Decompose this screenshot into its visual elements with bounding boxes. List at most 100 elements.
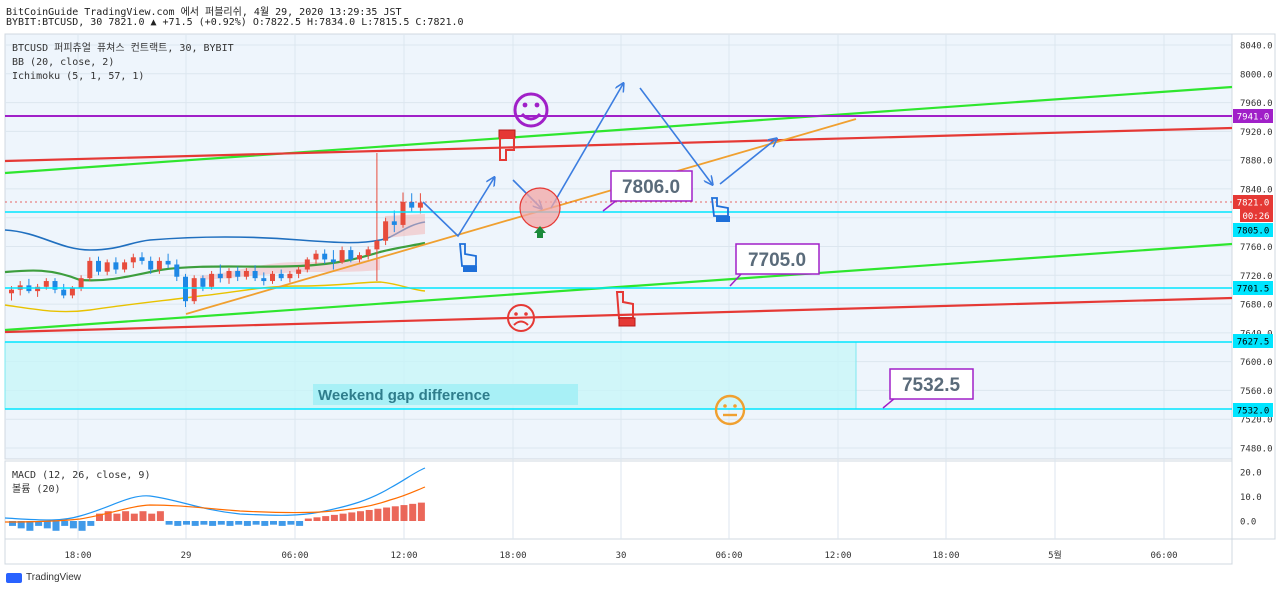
macd-bar: [156, 511, 164, 521]
callout-7532-text: 7532.5: [902, 375, 961, 396]
macd-bar: [122, 511, 130, 521]
candle-body: [365, 249, 371, 256]
macd-bar: [270, 521, 277, 525]
sad-face-icon: [507, 304, 535, 332]
projection-arrow-3: [550, 84, 623, 209]
price-tick-label: 7520.0: [1240, 416, 1273, 426]
macd-line: [4, 467, 426, 521]
time-tick-label: 5월: [1048, 549, 1062, 561]
macd-bar: [330, 514, 338, 521]
macd-bar: [35, 521, 43, 526]
candle-body: [113, 262, 119, 270]
candle-body: [156, 260, 162, 270]
macd-bar: [191, 521, 199, 526]
candle-body: [304, 259, 310, 270]
neutral-face-icon: [714, 394, 746, 426]
candle-body: [383, 221, 389, 241]
weekend-gap-label: Weekend gap difference: [318, 387, 490, 404]
price-tick-label: 7720.0: [1240, 272, 1273, 282]
macd-bar: [226, 521, 234, 526]
blue-hand-pointing-up-icon-1: [459, 243, 477, 272]
callout-7806[interactable]: 7806.0: [602, 170, 693, 212]
badge-7627-text: 7627.5: [1237, 338, 1270, 348]
macd-bar: [374, 508, 382, 521]
badge-7805-text: 7805.0: [1237, 227, 1270, 237]
projection-arrow-path-1: [422, 178, 494, 238]
weekend-gap-label-bg: [313, 384, 578, 405]
chart-header-line2: BYBIT:BTCUSD, 30 7821.0 ▲ +71.5 (+0.92%)…: [6, 17, 464, 28]
candle-body: [287, 273, 293, 279]
macd-bar: [339, 513, 347, 521]
orange-trendline[interactable]: [185, 118, 857, 315]
macd-bar: [96, 513, 103, 521]
candle-body: [400, 201, 406, 225]
time-axis-pane[interactable]: [4, 538, 1233, 565]
macd-bar: [113, 513, 121, 521]
macd-bar: [235, 521, 243, 525]
red-hand-pointing-down-icon: [498, 129, 516, 161]
candle-body: [209, 273, 215, 287]
price-tick-label: 8040.0: [1240, 42, 1273, 52]
green-lower-trendline[interactable]: [4, 242, 1233, 332]
price-tick-label: 7560.0: [1240, 387, 1273, 397]
red-hand-pointing-up-icon: [615, 291, 636, 327]
legend-ichimoku: Ichimoku (5, 1, 57, 1): [12, 71, 144, 82]
macd-bar: [148, 513, 156, 521]
callout-7532[interactable]: 7532.5: [882, 368, 974, 409]
macd-bar: [287, 521, 295, 525]
time-tick-label: 12:00: [824, 551, 851, 561]
callout-7705[interactable]: 7705.0: [729, 243, 820, 287]
time-tick-label: 12:00: [390, 551, 417, 561]
macd-bar: [174, 521, 182, 526]
time-tick-label: 29: [181, 551, 192, 561]
price-tick-label: 7880.0: [1240, 157, 1273, 167]
price-axis-labels: 8040.08000.07960.07920.07880.07840.07800…: [1240, 42, 1273, 455]
macd-bar: [313, 517, 321, 521]
macd-bar: [252, 521, 260, 525]
time-tick-label: 06:00: [1150, 551, 1177, 561]
price-tick-label: 7960.0: [1240, 99, 1273, 109]
macd-signal-line: [4, 486, 426, 523]
macd-bar: [104, 511, 112, 521]
candle-body: [87, 260, 93, 279]
macd-bar: [43, 521, 51, 529]
candle-body: [96, 260, 101, 272]
macd-bar: [217, 521, 225, 525]
pivot-circle-marker[interactable]: [519, 187, 561, 229]
blue-hand-pointing-up-icon-2: [710, 197, 730, 222]
candle-body: [357, 255, 362, 260]
time-tick-label: 06:00: [715, 551, 742, 561]
badge-7941: 7941.0: [1233, 109, 1273, 123]
candle-body: [35, 286, 41, 292]
macd-bar: [417, 502, 425, 521]
time-axis-labels: 18:00 29 06:00 12:00 18:00 30 06:00 12:00 18:00 5…: [64, 549, 1177, 561]
macd-bar: [391, 506, 399, 521]
candle-body: [339, 250, 345, 263]
price-tick-label: 7920.0: [1240, 128, 1273, 138]
candle-body: [261, 278, 267, 282]
candle-body: [61, 289, 67, 296]
chart-header-line1: BitCoinGuide TradingView.com 에서 퍼블리쉬, 4월…: [6, 7, 402, 18]
candle-body: [243, 270, 249, 277]
candle-body: [409, 201, 415, 208]
candle-body: [252, 270, 258, 279]
macd-bar: [322, 516, 330, 521]
green-up-arrow-icon: [534, 226, 546, 238]
macd-bar: [383, 507, 391, 521]
candle-body: [270, 273, 275, 282]
callout-7705-text: 7705.0: [748, 250, 806, 271]
candle-body: [78, 278, 84, 289]
macd-bar: [61, 521, 69, 526]
green-upper-trendline[interactable]: [4, 85, 1233, 175]
macd-pane[interactable]: [4, 460, 1233, 540]
macd-bar: [9, 521, 16, 526]
red-upper-trendline[interactable]: [4, 126, 1233, 163]
tradingview-footer[interactable]: TradingView: [6, 572, 81, 583]
macd-bar: [304, 518, 312, 521]
projection-arrow-5: [719, 139, 776, 185]
macd-bar: [400, 505, 408, 521]
macd-axis-labels: 20.0 10.0 0.0: [1240, 469, 1262, 528]
macd-bar: [209, 521, 217, 526]
legend-symbol: BTCUSD 퍼피츄얼 퓨쳐스 컨트랙트, 30, BYBIT: [12, 42, 234, 54]
